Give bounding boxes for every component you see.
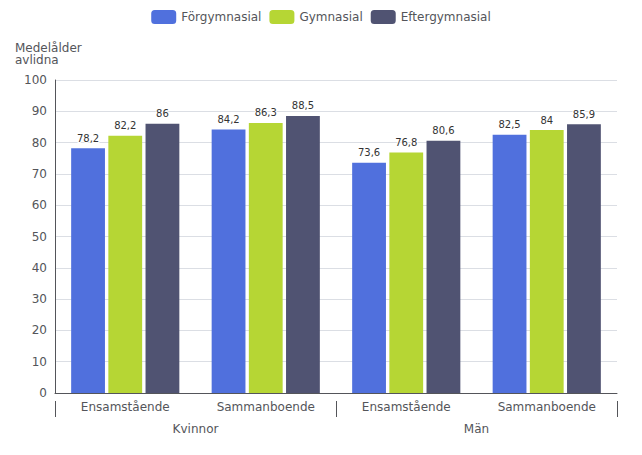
svg-text:84: 84 xyxy=(540,115,553,126)
svg-text:60: 60 xyxy=(32,198,47,212)
svg-text:90: 90 xyxy=(32,104,47,118)
svg-text:avlidna: avlidna xyxy=(15,53,59,67)
svg-text:82,5: 82,5 xyxy=(498,119,520,130)
svg-text:Ensamstående: Ensamstående xyxy=(362,400,451,414)
svg-text:Gymnasial: Gymnasial xyxy=(299,10,362,24)
svg-text:80: 80 xyxy=(32,136,47,150)
svg-text:84,2: 84,2 xyxy=(217,114,239,125)
svg-text:82,2: 82,2 xyxy=(114,120,136,131)
svg-text:70: 70 xyxy=(32,167,47,181)
svg-text:50: 50 xyxy=(32,230,47,244)
svg-text:Män: Män xyxy=(464,422,489,436)
svg-text:40: 40 xyxy=(32,261,47,275)
svg-text:Förgymnasial: Förgymnasial xyxy=(181,10,261,24)
svg-text:Medelålder: Medelålder xyxy=(15,41,82,55)
svg-text:10: 10 xyxy=(32,355,47,369)
svg-text:Ensamstående: Ensamstående xyxy=(81,400,170,414)
svg-text:30: 30 xyxy=(32,292,47,306)
svg-text:86,3: 86,3 xyxy=(255,107,277,118)
svg-text:86: 86 xyxy=(156,108,169,119)
svg-text:Kvinnor: Kvinnor xyxy=(173,422,219,436)
svg-text:73,6: 73,6 xyxy=(358,147,380,158)
svg-text:Sammanboende: Sammanboende xyxy=(498,400,596,414)
svg-text:85,9: 85,9 xyxy=(573,109,595,120)
svg-text:100: 100 xyxy=(24,73,47,87)
svg-text:Eftergymnasial: Eftergymnasial xyxy=(401,10,491,24)
svg-text:20: 20 xyxy=(32,323,47,337)
svg-text:0: 0 xyxy=(39,386,47,400)
svg-text:Sammanboende: Sammanboende xyxy=(217,400,315,414)
svg-text:76,8: 76,8 xyxy=(395,137,417,148)
svg-text:80,6: 80,6 xyxy=(432,125,454,136)
svg-text:78,2: 78,2 xyxy=(77,133,99,144)
svg-text:88,5: 88,5 xyxy=(292,100,314,111)
